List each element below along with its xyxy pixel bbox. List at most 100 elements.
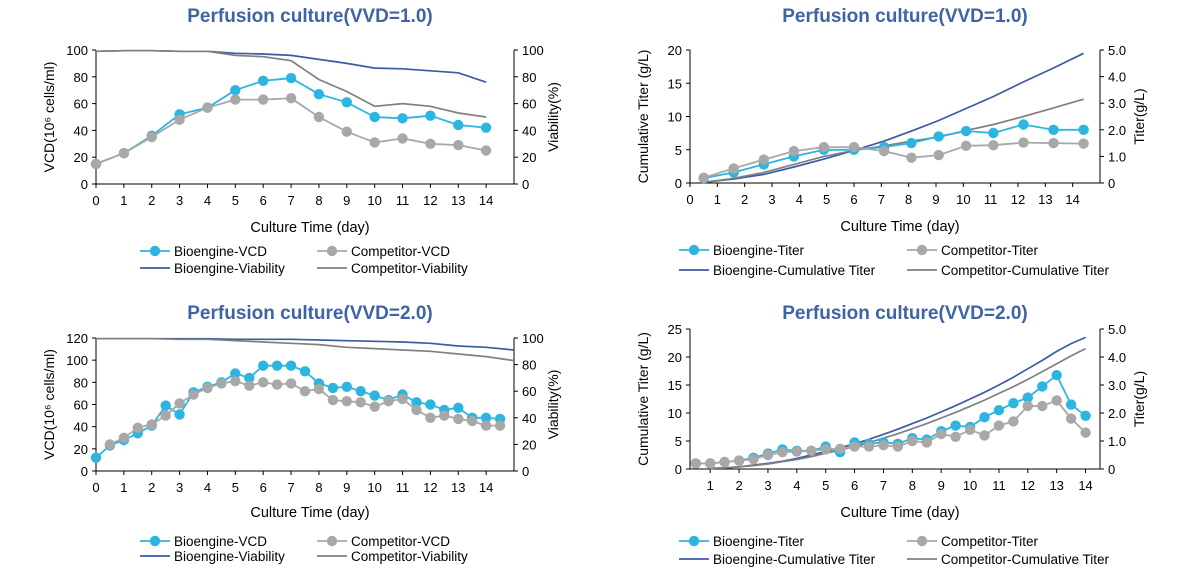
data-point	[863, 441, 875, 452]
left-tick-label: 80	[74, 70, 88, 85]
legend-entry-label: Competitor-VCD	[351, 534, 450, 549]
data-point	[453, 119, 464, 131]
data-point	[892, 441, 904, 452]
data-point	[146, 131, 157, 143]
data-point	[118, 148, 130, 159]
x-tick-label: 0	[92, 480, 99, 495]
x-tick-label: 1	[120, 480, 127, 495]
x-tick-label: 11	[396, 480, 410, 495]
data-point	[728, 163, 739, 174]
left-tick-label: 10	[668, 110, 682, 125]
x-tick-label: 7	[878, 192, 885, 207]
data-point	[690, 458, 701, 469]
data-point	[327, 394, 339, 406]
x-tick-label: 2	[741, 192, 748, 207]
x-tick-label: 12	[423, 193, 437, 208]
data-point	[453, 139, 464, 151]
data-point	[1018, 137, 1029, 148]
data-point	[397, 133, 408, 144]
legend: Bioengine-VCD Competitor-VCD Bioengine-Via…	[140, 244, 468, 276]
data-point	[397, 113, 408, 124]
chart-title: Perfusion culture(VVD=1.0)	[187, 6, 432, 27]
data-point	[202, 382, 213, 394]
legend-swatch-marker	[149, 245, 161, 257]
x-tick-label: 4	[204, 480, 211, 495]
left-tick-label: 0	[81, 177, 88, 192]
legend-entry-label: Bioengine-VCD	[174, 244, 267, 259]
right-tick-label: 0	[522, 177, 529, 192]
left-axis-label: Cumulative Titer (g/L)	[635, 332, 651, 466]
x-tick-label: 13	[1049, 478, 1063, 493]
data-point	[285, 93, 297, 104]
right-tick-label: 0	[1108, 176, 1115, 191]
left-tick-label: 15	[668, 76, 682, 91]
data-point	[425, 412, 436, 423]
series-bioengine-titer	[690, 370, 1091, 469]
left-tick-label: 20	[74, 442, 88, 457]
legend: Bioengine-VCD Competitor-VCD Bioengine-Via…	[140, 534, 468, 564]
data-point	[758, 154, 769, 165]
data-point	[160, 410, 171, 421]
data-point	[174, 398, 185, 409]
series-competitor-viability	[96, 337, 515, 362]
left-tick-label: 25	[668, 322, 682, 337]
left-tick-label: 40	[74, 420, 88, 435]
data-point	[1008, 398, 1019, 409]
left-tick-label: 0	[675, 462, 682, 477]
left-tick-label: 5	[675, 434, 682, 449]
x-tick-label: 0	[686, 192, 693, 207]
data-point	[104, 439, 116, 450]
left-tick-label: 0	[81, 464, 88, 479]
x-tick-label: 9	[343, 480, 350, 495]
data-point	[453, 413, 464, 425]
data-point	[285, 360, 297, 371]
data-point	[1078, 138, 1089, 149]
left-tick-label: 60	[74, 97, 88, 112]
series-line	[695, 399, 1087, 465]
data-point	[906, 152, 917, 163]
data-point	[216, 378, 227, 389]
legend-entry-label: Bioengine-Cumulative Titer	[713, 263, 876, 278]
left-tick-label: 20	[668, 43, 682, 58]
right-tick-label: 1.0	[1108, 149, 1126, 164]
right-tick-label: 0	[522, 464, 529, 479]
data-point	[1022, 400, 1033, 412]
x-tick-label: 3	[764, 478, 771, 493]
x-tick-label: 11	[992, 478, 1006, 493]
data-point	[397, 393, 408, 405]
x-tick-label: 14	[1065, 192, 1079, 207]
right-tick-label: 1.0	[1108, 434, 1126, 449]
data-point	[979, 412, 990, 423]
series-competitor-titer	[690, 395, 1091, 469]
left-tick-label: 60	[74, 398, 88, 413]
data-point	[244, 372, 255, 384]
data-point	[230, 94, 241, 105]
series-line	[695, 373, 1087, 465]
legend-entry-label: Competitor-Viability	[351, 261, 468, 276]
chart-panel-4: Perfusion culture(VVD=2.0)051015202501.0…	[635, 303, 1147, 567]
data-point	[933, 131, 944, 142]
legend-swatch-marker	[326, 535, 338, 547]
right-tick-label: 3.0	[1108, 378, 1126, 393]
data-point	[383, 396, 394, 407]
x-tick-label: 10	[956, 192, 970, 207]
x-tick-label: 14	[479, 193, 493, 208]
series-line	[710, 347, 1086, 470]
data-point	[369, 111, 380, 123]
legend: Bioengine-Titer Competitor-Titer Bioengine…	[679, 243, 1110, 278]
legend-entry-label: Competitor-Titer	[941, 243, 1039, 258]
data-point	[878, 145, 890, 157]
data-point	[818, 141, 830, 153]
left-axis-label: VCD(10⁶ cells/ml)	[41, 62, 57, 173]
data-point	[762, 449, 774, 461]
data-point	[907, 435, 918, 447]
data-point	[705, 458, 716, 469]
x-tick-label: 14	[1078, 478, 1092, 493]
x-axis-label: Culture Time (day)	[840, 505, 959, 521]
data-point	[271, 379, 283, 390]
data-point	[1048, 137, 1059, 149]
data-point	[118, 432, 130, 443]
legend-swatch-marker	[916, 535, 928, 547]
data-point	[258, 360, 269, 371]
